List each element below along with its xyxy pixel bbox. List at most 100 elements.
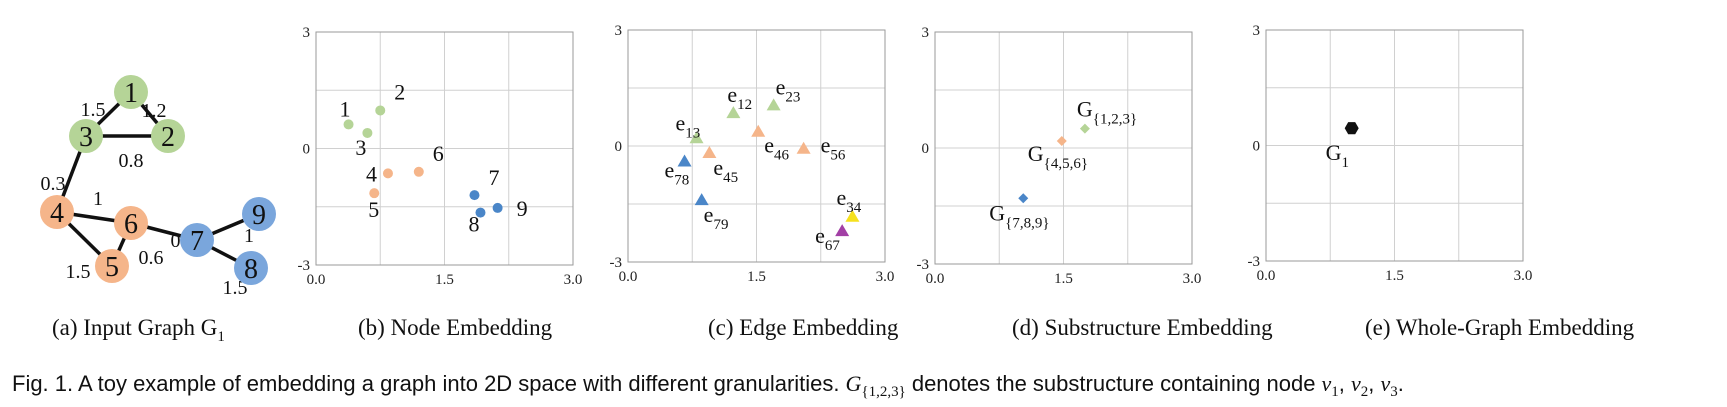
graph-node-label: 5: [105, 252, 119, 283]
y-tick-label: 3: [1253, 23, 1261, 39]
graph-node-8: [234, 251, 268, 285]
plot-frame: [934, 31, 1193, 265]
data-point: [677, 154, 692, 167]
data-point: [475, 207, 486, 218]
x-tick-label: 0.0: [307, 272, 326, 288]
y-tick-label: -3: [1248, 254, 1261, 270]
x-tick-label: 0.0: [1257, 268, 1276, 284]
data-point-label: G{4,5,6}: [1028, 141, 1088, 172]
y-tick-label: 3: [922, 25, 930, 41]
plot-frame: [315, 31, 574, 266]
caption-d: (d) Substructure Embedding: [1012, 315, 1273, 340]
graph-node-label: 8: [244, 254, 258, 285]
x-tick-label: 0.0: [926, 271, 945, 287]
data-point: [702, 145, 717, 158]
graph-node-label: 9: [252, 200, 266, 231]
whole-graph-embedding-chart: 3 0 -30.0 1.5 3.0 G1: [1248, 23, 1533, 284]
graph-node-2: [151, 119, 185, 153]
caption-c: (c) Edge Embedding: [708, 315, 899, 340]
caption-b: (b) Node Embedding: [358, 315, 553, 340]
figure-caption: Fig. 1. A toy example of embedding a gra…: [12, 371, 1404, 400]
data-point: [1079, 123, 1090, 134]
y-tick-label: 0: [1253, 139, 1261, 155]
x-tick-label: 3.0: [1514, 268, 1533, 284]
data-point-label: 3: [355, 135, 366, 160]
data-point: [694, 193, 709, 206]
y-tick-label: -3: [610, 255, 623, 271]
data-point: [375, 105, 386, 116]
data-point-label: 9: [517, 196, 528, 221]
data-point-label: e12: [727, 82, 752, 113]
data-point: [796, 141, 811, 154]
data-point-label: e13: [676, 110, 701, 141]
data-point: [382, 168, 393, 179]
data-point-label: 1: [340, 96, 351, 121]
graph-node-4: [40, 195, 74, 229]
graph-node-label: 6: [124, 209, 138, 240]
caption-e: (e) Whole-Graph Embedding: [1365, 315, 1635, 340]
graph-node-7: [180, 223, 214, 257]
data-point-label: G{7,8,9}: [989, 200, 1049, 231]
x-tick-label: 0.0: [619, 269, 638, 285]
y-tick-label: -3: [298, 258, 311, 274]
x-tick-label: 1.5: [747, 269, 766, 285]
data-point-label: G1: [1326, 140, 1349, 171]
data-point: [343, 119, 354, 130]
plot-frame: [627, 29, 886, 263]
data-point-label: e23: [776, 74, 801, 105]
data-point: [413, 166, 424, 177]
graph-node-label: 3: [79, 122, 93, 153]
data-point: [835, 224, 850, 237]
edge-weight-label: 1.2: [142, 100, 167, 122]
substructure-embedding-chart: 3 0 -30.0 1.5 3.0 G{1,2,3} G{4,5,6} G{7,8,9}: [917, 25, 1202, 287]
x-tick-label: 1.5: [1054, 271, 1073, 287]
data-point-label: 8: [468, 212, 479, 237]
data-point: [369, 188, 380, 199]
edge-weight-label: 1.5: [81, 99, 106, 121]
graph-node-label: 1: [124, 78, 138, 109]
data-point-label: 7: [488, 165, 499, 190]
x-tick-label: 1.5: [435, 272, 454, 288]
data-point: [1056, 136, 1067, 147]
graph-node-label: 4: [50, 198, 64, 229]
x-tick-label: 3.0: [1183, 271, 1202, 287]
data-point-label: e78: [665, 157, 690, 188]
graph-node-6: [114, 206, 148, 240]
data-point-label: 6: [433, 141, 444, 166]
data-point: [726, 106, 741, 119]
edge-weight-label: 1: [244, 225, 254, 247]
edge-weight-label: 0.6: [139, 247, 164, 269]
graph-node-label: 2: [161, 122, 175, 153]
data-point: [845, 209, 860, 222]
data-point: [469, 190, 480, 201]
edge-weight-label: 0.8: [119, 150, 144, 172]
graph-node-1: [114, 75, 148, 109]
graph-node-5: [95, 249, 129, 283]
data-point: [492, 202, 503, 213]
data-point: [1018, 193, 1029, 204]
y-tick-label: 3: [615, 23, 623, 39]
y-tick-label: 0: [922, 141, 930, 157]
plot-frame: [1265, 29, 1524, 262]
caption-a: (a) Input Graph G1: [52, 315, 225, 345]
data-point: [766, 98, 781, 111]
data-point: [1344, 122, 1359, 135]
data-point: [689, 131, 704, 144]
y-tick-label: 0: [303, 142, 311, 158]
data-point-label: e34: [836, 185, 861, 216]
edge-weight-label: 1: [93, 188, 103, 210]
data-point-label: 5: [368, 197, 379, 222]
y-tick-label: -3: [917, 257, 930, 273]
data-point: [751, 124, 766, 137]
data-point-label: 4: [366, 161, 377, 186]
data-point-label: e67: [815, 223, 840, 254]
x-tick-label: 1.5: [1385, 268, 1404, 284]
edge-weight-label: 0.3: [41, 173, 66, 195]
edge-weight-label: 1.5: [223, 277, 248, 299]
y-tick-label: 0: [615, 139, 623, 155]
graph-node-3: [69, 119, 103, 153]
data-point-label: 2: [394, 79, 405, 104]
